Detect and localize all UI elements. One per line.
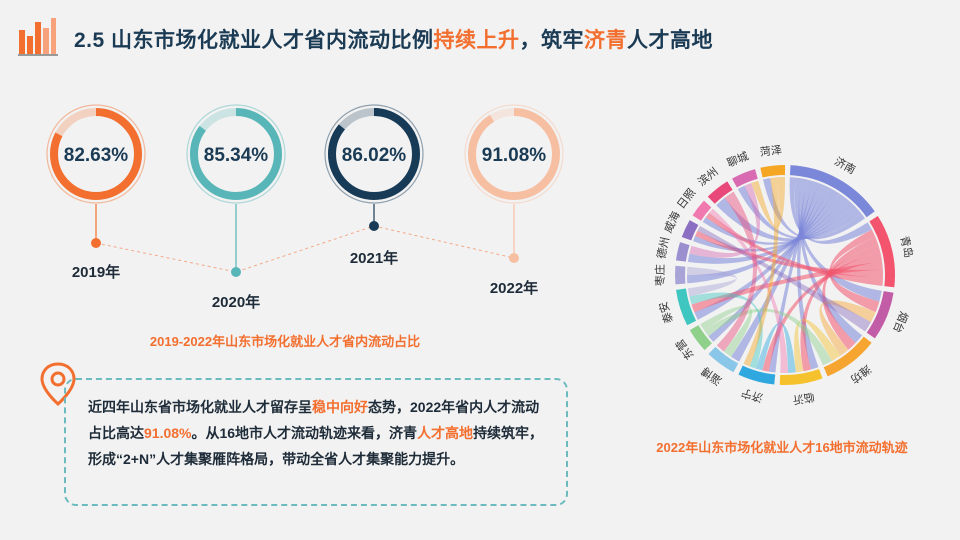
ring-value-arc bbox=[468, 108, 560, 200]
chord-node-label: 潍坊 bbox=[848, 362, 874, 386]
ring-chart-caption: 2019-2022年山东市场化就业人才省内流动占比 bbox=[149, 334, 421, 349]
chord-ribbon bbox=[794, 319, 841, 373]
chord-node-label: 菏泽 bbox=[759, 144, 782, 159]
chord-arc-5 bbox=[779, 369, 823, 385]
chord-ribbon bbox=[755, 322, 796, 373]
chord-ribbons bbox=[687, 177, 883, 373]
chord-arc-1 bbox=[789, 165, 875, 218]
chord-ribbon bbox=[697, 226, 871, 332]
year-label: 2019年 bbox=[72, 263, 120, 281]
chord-node-label: 聊城 bbox=[725, 149, 751, 170]
chord-ribbon bbox=[689, 292, 763, 369]
chord-arc-10 bbox=[675, 265, 686, 285]
chord-ribbon bbox=[737, 185, 862, 240]
chord-ribbon bbox=[829, 229, 880, 313]
year-dot bbox=[91, 238, 101, 248]
chord-arc-11 bbox=[675, 242, 690, 262]
chord-node-label: 滨州 bbox=[695, 164, 721, 189]
year-label: 2022年 bbox=[490, 279, 538, 297]
year-label: 2020年 bbox=[212, 293, 260, 311]
chord-arc-9 bbox=[676, 288, 697, 326]
ring-value-label: 82.63% bbox=[64, 145, 129, 166]
ring-value-arc bbox=[328, 108, 420, 200]
chord-node-label: 临沂 bbox=[792, 390, 816, 407]
chord-chart-caption: 2022年山东市场化就业人才16地市流动轨迹 bbox=[656, 440, 908, 455]
location-pin-icon bbox=[40, 362, 76, 406]
chord-arc-14 bbox=[707, 181, 733, 204]
ring-value-arc bbox=[50, 108, 142, 200]
year-ring-1: 82.63% 2019年 bbox=[46, 104, 146, 281]
chord-node-label: 济南 bbox=[832, 154, 858, 177]
chord-arc-2 bbox=[869, 215, 895, 288]
chord-node-label: 威海 bbox=[661, 209, 683, 235]
chord-ribbon bbox=[708, 185, 830, 342]
chord-ribbon bbox=[704, 308, 832, 366]
chord-node-label: 日照 bbox=[675, 186, 699, 211]
chord-node-label: 泰安 bbox=[656, 300, 676, 325]
header: 2.5 山东市场化就业人才省内流动比例持续上升，筑牢济青人才高地 bbox=[14, 14, 934, 64]
bar-chart-logo-icon bbox=[18, 18, 58, 56]
chord-ribbon bbox=[743, 177, 779, 367]
chord-ribbon bbox=[819, 300, 876, 356]
chord-ribbon bbox=[822, 237, 879, 350]
chord-ribbon bbox=[751, 177, 785, 228]
chord-ribbon bbox=[689, 182, 761, 258]
chord-node-label: 青岛 bbox=[898, 235, 917, 260]
page-title: 2.5 山东市场化就业人才省内流动比例持续上升，筑牢济青人才高地 bbox=[74, 29, 714, 52]
trend-line bbox=[95, 225, 515, 273]
chord-node-label: 德州 bbox=[654, 236, 672, 261]
chord-ribbon bbox=[798, 178, 863, 343]
chord-arc-4 bbox=[823, 336, 872, 377]
chord-arc-8 bbox=[689, 325, 712, 351]
ring-outline bbox=[324, 104, 424, 204]
chord-node-label: 枣庄 bbox=[653, 264, 667, 286]
chord-ribbon bbox=[731, 182, 825, 362]
year-ring-4: 91.08% 2022年 bbox=[464, 104, 564, 297]
chord-node-label: 济宁 bbox=[739, 386, 764, 405]
year-dot bbox=[369, 221, 379, 231]
ring-value-label: 86.02% bbox=[342, 145, 407, 166]
chord-node-label: 烟台 bbox=[890, 310, 911, 336]
chord-ribbon bbox=[695, 230, 883, 278]
chord-ribbon bbox=[700, 305, 753, 357]
ring-outline bbox=[186, 104, 286, 204]
chord-arc-15 bbox=[732, 169, 758, 188]
chord-ribbon bbox=[705, 212, 883, 286]
chord-arc-13 bbox=[692, 200, 712, 221]
chord-arc-6 bbox=[738, 365, 776, 385]
year-dot bbox=[509, 253, 519, 263]
summary-box: 近四年山东省市场化就业人才留存呈稳中向好态势，2022年省内人才流动占比高达91… bbox=[64, 378, 568, 506]
chord-ribbon bbox=[716, 191, 758, 352]
year-ring-2: 85.34% 2020年 bbox=[186, 104, 286, 311]
ring-value-label: 85.34% bbox=[204, 145, 269, 166]
chord-arc-16 bbox=[760, 165, 785, 178]
year-ring-3: 86.02% 2021年 bbox=[324, 104, 424, 267]
chord-node-label: 淄博 bbox=[699, 364, 724, 387]
ring-value-arc bbox=[190, 108, 282, 200]
chord-ribbon bbox=[687, 266, 737, 297]
ring-timeline-chart: 82.63% 2019年 85.34% 2020年 86.02% 2021年 91.08% 2… bbox=[46, 104, 564, 311]
chord-ribbon bbox=[716, 197, 858, 242]
chord-arc-12 bbox=[681, 220, 699, 241]
year-label: 2021年 bbox=[350, 249, 398, 267]
chord-arc-3 bbox=[866, 291, 894, 339]
ring-value-label: 91.08% bbox=[482, 145, 547, 166]
chord-arc-7 bbox=[708, 346, 739, 373]
year-dot bbox=[231, 267, 241, 277]
chord-node-label: 东营 bbox=[672, 337, 696, 363]
ring-outline bbox=[464, 104, 564, 204]
ring-outline bbox=[46, 104, 146, 204]
